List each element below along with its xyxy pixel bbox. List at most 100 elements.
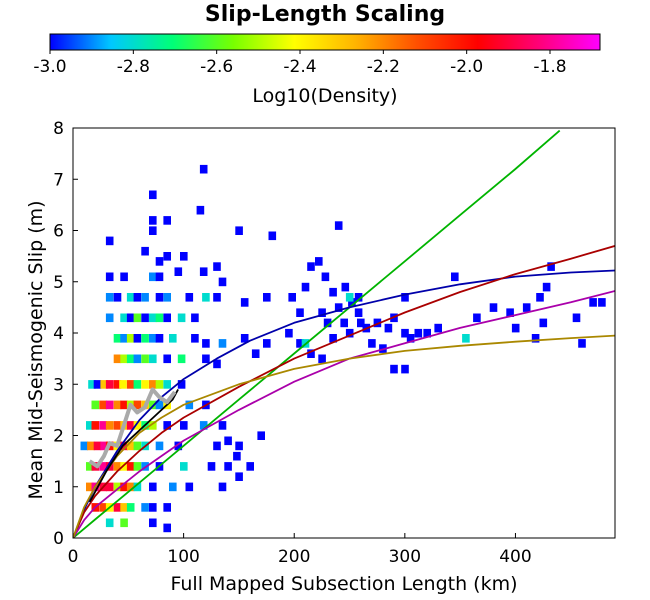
heatmap-cell xyxy=(218,482,227,492)
heatmap-cell xyxy=(240,334,249,343)
heatmap-cell xyxy=(401,293,409,302)
heatmap-cell xyxy=(191,334,199,343)
heatmap-cell xyxy=(133,313,142,323)
x-tick-label: 400 xyxy=(499,547,531,567)
heatmap-cell xyxy=(218,421,227,430)
heatmap-cell xyxy=(141,313,149,323)
heatmap-cell xyxy=(149,503,157,512)
heatmap-cell xyxy=(149,313,157,323)
heatmap-cell xyxy=(163,503,171,512)
colorbar-tick-label: -2.8 xyxy=(117,57,150,77)
heatmap-cell xyxy=(285,328,293,338)
x-axis-ticks: 0 100 200 300 400 xyxy=(68,533,532,567)
heatmap-cell xyxy=(120,354,128,364)
heatmap-cell xyxy=(149,380,157,389)
fit-line-5 xyxy=(88,388,179,503)
heatmap-cell xyxy=(199,421,208,430)
heatmap-cell xyxy=(401,364,409,374)
y-tick-label: 7 xyxy=(53,170,64,190)
heatmap-cell xyxy=(120,482,128,492)
heatmap-cell xyxy=(105,272,114,282)
heatmap-cell xyxy=(423,328,431,338)
heatmap-cell xyxy=(224,462,232,471)
heatmap-cell xyxy=(113,334,122,343)
heatmap-cell xyxy=(155,334,164,343)
heatmap-cell xyxy=(87,441,95,451)
heatmap-cell xyxy=(133,293,142,302)
heatmap-cell xyxy=(141,503,149,512)
heatmap-cell xyxy=(246,462,254,471)
heatmap-cell xyxy=(86,462,94,471)
heatmap-cell xyxy=(589,298,597,307)
heatmap-cell xyxy=(163,293,171,302)
x-tick-label: 200 xyxy=(278,547,310,567)
heatmap-cell xyxy=(547,262,555,271)
heatmap-cell xyxy=(207,462,216,471)
heatmap-cell xyxy=(100,380,108,389)
heatmap-cell xyxy=(141,246,149,256)
heatmap-cell xyxy=(251,349,260,358)
heatmap-cell xyxy=(113,293,122,302)
heatmap-cell xyxy=(213,293,221,302)
heatmap-cell xyxy=(133,380,142,389)
heatmap-cell xyxy=(105,400,114,410)
heatmap-cell xyxy=(133,354,142,364)
fit-line-1 xyxy=(73,269,615,538)
heatmap-cell xyxy=(354,308,363,317)
heatmap-cell xyxy=(149,272,157,282)
heatmap-cell xyxy=(120,334,128,343)
heatmap-cell xyxy=(126,462,135,471)
heatmap-cell xyxy=(105,236,114,246)
heatmap-cell xyxy=(174,441,183,451)
heatmap-cell xyxy=(120,313,128,323)
x-axis-label: Full Mapped Subsection Length (km) xyxy=(170,573,517,595)
heatmap-cell xyxy=(169,482,177,492)
heatmap-cell xyxy=(390,364,398,374)
heatmap-cell xyxy=(196,205,205,215)
fit-lines xyxy=(73,129,615,538)
colorbar xyxy=(49,33,601,51)
heatmap-cell xyxy=(213,441,221,451)
heatmap-cell xyxy=(126,380,135,389)
heatmap-cell xyxy=(126,354,135,364)
heatmap-cell xyxy=(598,298,606,307)
heatmap-cell xyxy=(177,380,186,389)
heatmap-cell xyxy=(296,308,304,317)
heatmap-cell xyxy=(341,282,350,292)
y-axis-label: Mean Mid-Seismogenic Slip (m) xyxy=(25,200,47,499)
colorbar-tick-label: -2.4 xyxy=(283,57,316,77)
heatmap-cell xyxy=(406,334,415,343)
x-tick-label: 100 xyxy=(167,547,199,567)
heatmap-cell xyxy=(155,441,164,451)
heatmap-cell xyxy=(133,421,142,430)
heatmap-cell xyxy=(126,482,135,492)
heatmap-cell xyxy=(163,354,171,364)
heatmap-cell xyxy=(462,334,470,343)
heatmap-cell xyxy=(120,400,128,410)
heatmap-cell xyxy=(199,267,208,276)
colorbar-tick-label: -2.0 xyxy=(450,57,483,77)
heatmap-cell xyxy=(155,313,164,323)
heatmap-cell xyxy=(263,293,271,302)
heatmap-cell xyxy=(126,503,135,512)
heatmap-cell xyxy=(368,339,376,348)
heatmap-cell xyxy=(307,349,315,358)
heatmap-cell xyxy=(126,421,135,430)
heatmap-cell xyxy=(155,272,164,282)
heatmap-cell xyxy=(105,313,114,323)
heatmap-cell xyxy=(105,482,114,492)
heatmap-cell xyxy=(531,334,540,343)
heatmap-cell xyxy=(345,328,354,338)
heatmap-cell xyxy=(307,262,315,271)
heatmap-cell xyxy=(288,293,296,302)
heatmap-cell xyxy=(578,339,586,348)
fit-line-2 xyxy=(73,245,615,538)
heatmap-cell xyxy=(185,482,194,492)
heatmap-cell xyxy=(163,216,171,225)
heatmap-cell xyxy=(542,282,551,292)
heatmap-cell xyxy=(88,380,96,389)
heatmap-cell xyxy=(141,334,149,343)
heatmap-cell xyxy=(240,298,249,307)
heatmap-cell xyxy=(113,354,122,364)
